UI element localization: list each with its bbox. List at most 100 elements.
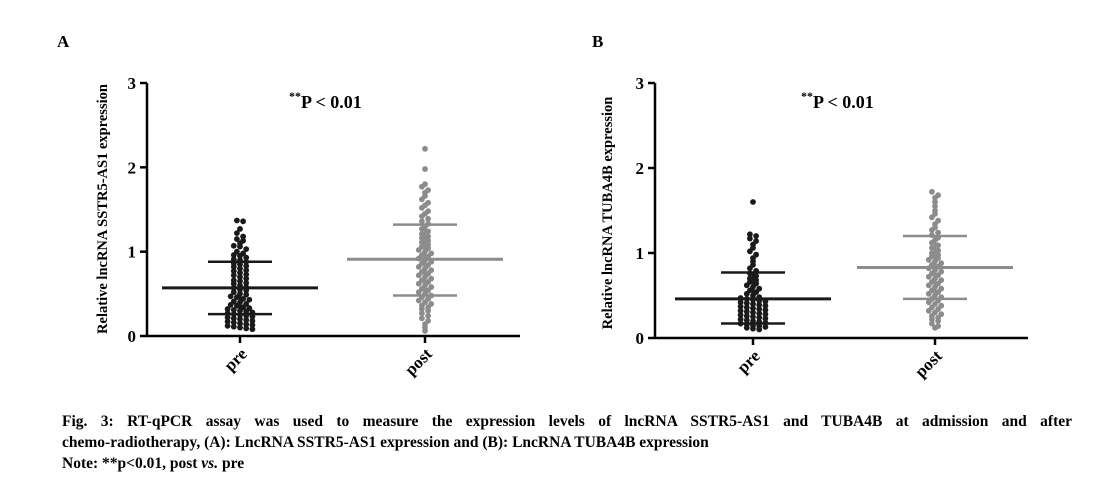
- data-point-post: [932, 203, 938, 210]
- y-tick-label: 2: [636, 159, 645, 178]
- data-point-pre: [227, 293, 234, 300]
- significance-annotation-a: **P < 0.01: [289, 89, 362, 112]
- data-point-post: [935, 242, 941, 249]
- data-point-post: [422, 145, 428, 152]
- data-point-pre: [230, 298, 237, 305]
- data-point-post: [419, 231, 425, 237]
- data-point-pre: [756, 310, 763, 317]
- data-point-pre: [756, 314, 763, 321]
- data-point-pre: [249, 326, 256, 333]
- svg-text:**P < 0.01: **P < 0.01: [801, 89, 874, 112]
- data-point-pre: [737, 312, 744, 318]
- plot-area-b: 0 1 2 3 pre post: [636, 74, 1028, 381]
- data-point-pre: [762, 302, 769, 309]
- x-tick-label-post: post: [911, 346, 946, 381]
- y-tick-label: 1: [128, 243, 137, 262]
- data-point-pre: [230, 315, 237, 322]
- data-point-pre: [753, 233, 759, 239]
- data-point-pre: [237, 316, 243, 323]
- data-point-post: [425, 208, 431, 215]
- figure-caption: Fig. 3: RT-qPCR assay was used to measur…: [62, 411, 1072, 474]
- data-point-pre: [243, 271, 250, 278]
- data-point-post: [425, 242, 431, 248]
- data-point-pre: [243, 321, 250, 328]
- data-point-pre: [243, 275, 250, 282]
- data-point-pre: [737, 299, 744, 306]
- data-point-post: [419, 239, 425, 246]
- data-point-post: [935, 247, 941, 254]
- data-point-pre: [224, 306, 231, 312]
- data-point-pre: [737, 316, 744, 323]
- data-point-post: [938, 277, 945, 284]
- data-point-post: [428, 250, 435, 257]
- y-axis-label-b: Relative lncRNA TUBA4B expression: [600, 97, 616, 330]
- data-point-pre: [224, 322, 231, 329]
- data-point-pre: [756, 306, 763, 312]
- data-point-pre: [243, 263, 250, 269]
- data-point-post: [428, 267, 435, 274]
- data-point-pre: [243, 279, 250, 286]
- data-point-post: [938, 268, 945, 275]
- data-point-pre: [240, 250, 247, 257]
- data-point-pre: [750, 199, 756, 205]
- data-point-pre: [743, 317, 750, 324]
- data-point-pre: [237, 320, 243, 327]
- data-point-post: [428, 275, 435, 282]
- data-point-post: [425, 237, 431, 244]
- data-point-pre: [224, 318, 231, 325]
- data-point-pre: [756, 301, 763, 308]
- data-point-pre: [243, 254, 250, 261]
- svg-text:**P < 0.01: **P < 0.01: [289, 89, 362, 112]
- y-tick-label: 0: [128, 327, 137, 346]
- data-point-pre: [747, 231, 753, 238]
- data-point-post: [929, 245, 935, 251]
- data-point-post: [419, 218, 425, 225]
- data-point-post: [935, 323, 941, 329]
- data-point-pre: [243, 301, 250, 307]
- y-tick-label: 2: [128, 158, 137, 177]
- data-point-pre: [762, 324, 769, 330]
- data-point-post: [932, 207, 938, 214]
- data-point-pre: [234, 217, 240, 224]
- data-point-pre: [240, 218, 247, 225]
- data-point-pre: [249, 322, 256, 328]
- y-tick-label: 3: [128, 74, 137, 93]
- data-point-post: [929, 188, 935, 195]
- data-point-post: [419, 315, 425, 322]
- data-point-pre: [230, 319, 237, 326]
- data-point-pre: [234, 236, 240, 242]
- data-point-pre: [753, 277, 759, 284]
- data-point-post: [425, 317, 431, 324]
- data-point-pre: [243, 291, 250, 298]
- y-tick-label: 1: [636, 244, 645, 263]
- panel-label-a: A: [57, 32, 70, 51]
- caption-line-2: chemo-radiotherapy, (A): LncRNA SSTR5-AS…: [62, 434, 709, 451]
- data-point-post: [419, 235, 425, 242]
- data-point-pre: [743, 313, 750, 319]
- data-point-pre: [743, 300, 750, 307]
- data-point-pre: [753, 273, 759, 279]
- data-point-pre: [762, 307, 769, 313]
- data-point-post: [419, 310, 425, 317]
- data-point-pre: [230, 289, 237, 296]
- data-point-post: [938, 311, 945, 318]
- data-point-pre: [230, 242, 237, 249]
- data-point-post: [425, 312, 431, 319]
- panel-b: B Relative lncRNA TUBA4B expression **P …: [592, 32, 1028, 381]
- data-point-pre: [246, 305, 253, 312]
- data-point-pre: [747, 235, 753, 242]
- data-point-pre: [240, 233, 247, 240]
- caption-note: Note: **p<0.01, post vs. pre: [62, 453, 1072, 474]
- x-tick-label-pre: pre: [733, 346, 764, 377]
- x-tick-label-post: post: [401, 344, 436, 379]
- data-point-post: [929, 250, 935, 256]
- data-point-pre: [762, 315, 769, 322]
- data-point-post: [425, 187, 431, 194]
- panel-a: A Relative lncRNA SSTR5-AS1 expression *…: [57, 32, 520, 379]
- data-point-pre: [246, 296, 253, 303]
- data-point-post: [935, 192, 941, 199]
- data-point-post: [938, 285, 945, 292]
- figure: A Relative lncRNA SSTR5-AS1 expression *…: [57, 32, 1028, 381]
- annotation-stars-a: **: [289, 89, 301, 103]
- data-point-pre: [747, 275, 753, 282]
